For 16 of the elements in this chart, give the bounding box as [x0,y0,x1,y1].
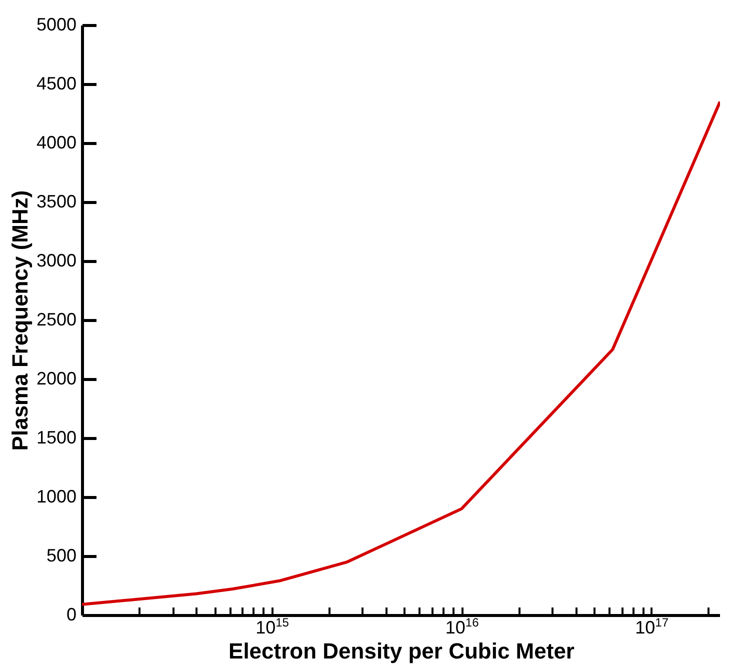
y-tick-label: 4500 [36,74,76,94]
y-tick-label: 3000 [36,250,76,270]
y-tick-label: 2000 [36,368,76,388]
y-tick-label: 1500 [36,428,76,448]
y-tick-label: 5000 [36,14,76,34]
x-tick-label: 10$^{17}$ [635,616,669,638]
y-tick-label: 3500 [36,192,76,212]
y-axis-title: Plasma Frequency (MHz) [7,190,32,451]
x-tick-label: 10$^{15}$ [256,616,290,638]
y-tick-label: 1000 [36,486,76,506]
y-tick-label: 0 [66,604,76,624]
x-tick-label: 10$^{16}$ [445,616,480,638]
y-tick-label: 4000 [36,132,76,152]
x-axis-title: Electron Density per Cubic Meter [228,638,575,664]
y-tick-label: 2500 [36,310,76,330]
y-tick-label: 500 [46,546,76,566]
